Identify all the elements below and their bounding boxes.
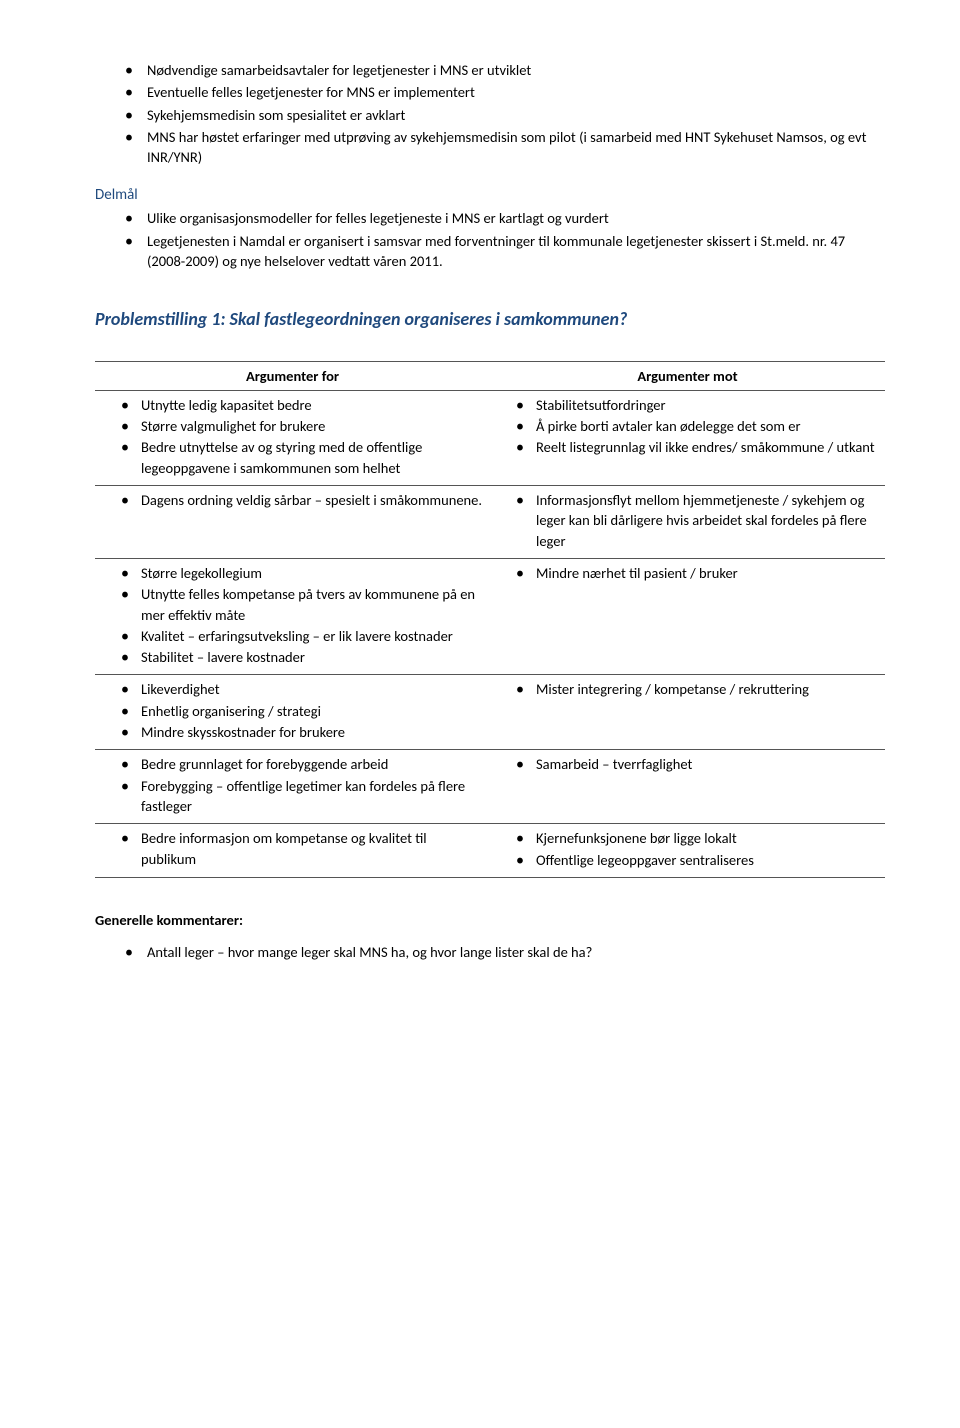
cell-mot: StabilitetsutfordringerÅ pirke borti avt… xyxy=(490,390,885,485)
cell-mot: Mindre nærhet til pasient / bruker xyxy=(490,558,885,674)
top-bullet-list: Nødvendige samarbeidsavtaler for legetje… xyxy=(95,60,885,167)
cell-for: Større legekollegiumUtnytte felles kompe… xyxy=(95,558,490,674)
list-item: Kvalitet – erfaringsutveksling – er lik … xyxy=(121,626,484,646)
list-item: Nødvendige samarbeidsavtaler for legetje… xyxy=(125,60,885,80)
list-item: MNS har høstet erfaringer med utprøving … xyxy=(125,127,885,168)
list-item: Bedre utnyttelse av og styring med de of… xyxy=(121,437,484,478)
table-row: Utnytte ledig kapasitet bedreStørre valg… xyxy=(95,390,885,485)
generelle-bullet-list: Antall leger – hvor mange leger skal MNS… xyxy=(95,942,885,962)
table-row: Større legekollegiumUtnytte felles kompe… xyxy=(95,558,885,674)
list-item: Stabilitetsutfordringer xyxy=(516,395,879,415)
list-item: Stabilitet – lavere kostnader xyxy=(121,647,484,667)
generelle-label: Generelle kommentarer: xyxy=(95,910,885,930)
table-row: Bedre informasjon om kompetanse og kvali… xyxy=(95,824,885,878)
list-item: Ulike organisasjonsmodeller for felles l… xyxy=(125,208,885,228)
list-item: Eventuelle felles legetjenester for MNS … xyxy=(125,82,885,102)
list-item: Likeverdighet xyxy=(121,679,484,699)
table-header-for: Argumenter for xyxy=(95,361,490,390)
delmal-bullet-list: Ulike organisasjonsmodeller for felles l… xyxy=(95,208,885,271)
table-header-mot: Argumenter mot xyxy=(490,361,885,390)
list-item: Reelt listegrunnlag vil ikke endres/ små… xyxy=(516,437,879,457)
problem-heading: Problemstilling 1: Skal fastlegeordninge… xyxy=(95,307,885,332)
cell-for: Utnytte ledig kapasitet bedreStørre valg… xyxy=(95,390,490,485)
list-item: Forebygging – offentlige legetimer kan f… xyxy=(121,776,484,817)
list-item: Enhetlig organisering / strategi xyxy=(121,701,484,721)
cell-for: Dagens ordning veldig sårbar – spesielt … xyxy=(95,486,490,559)
cell-mot: Mister integrering / kompetanse / rekrut… xyxy=(490,675,885,750)
cell-for: Bedre grunnlaget for forebyggende arbeid… xyxy=(95,750,490,824)
cell-mot: Informasjonsflyt mellom hjemmetjeneste /… xyxy=(490,486,885,559)
cell-for: LikeverdighetEnhetlig organisering / str… xyxy=(95,675,490,750)
list-item: Legetjenesten i Namdal er organisert i s… xyxy=(125,231,885,272)
list-item: Mindre skysskostnader for brukere xyxy=(121,722,484,742)
list-item: Større valgmulighet for brukere xyxy=(121,416,484,436)
list-item: Informasjonsflyt mellom hjemmetjeneste /… xyxy=(516,490,879,551)
cell-mot: Kjernefunksjonene bør ligge lokaltOffent… xyxy=(490,824,885,878)
list-item: Kjernefunksjonene bør ligge lokalt xyxy=(516,828,879,848)
cell-for: Bedre informasjon om kompetanse og kvali… xyxy=(95,824,490,878)
list-item: Større legekollegium xyxy=(121,563,484,583)
list-item: Mindre nærhet til pasient / bruker xyxy=(516,563,879,583)
list-item: Dagens ordning veldig sårbar – spesielt … xyxy=(121,490,484,510)
arguments-table: Argumenter for Argumenter mot Utnytte le… xyxy=(95,361,885,878)
delmal-label: Delmål xyxy=(95,185,885,206)
list-item: Utnytte ledig kapasitet bedre xyxy=(121,395,484,415)
list-item: Antall leger – hvor mange leger skal MNS… xyxy=(125,942,885,962)
cell-mot: Samarbeid – tverrfaglighet xyxy=(490,750,885,824)
table-row: Bedre grunnlaget for forebyggende arbeid… xyxy=(95,750,885,824)
list-item: Mister integrering / kompetanse / rekrut… xyxy=(516,679,879,699)
list-item: Sykehjemsmedisin som spesialitet er avkl… xyxy=(125,105,885,125)
list-item: Utnytte felles kompetanse på tvers av ko… xyxy=(121,584,484,625)
list-item: Bedre informasjon om kompetanse og kvali… xyxy=(121,828,484,869)
list-item: Samarbeid – tverrfaglighet xyxy=(516,754,879,774)
list-item: Offentlige legeoppgaver sentraliseres xyxy=(516,850,879,870)
list-item: Å pirke borti avtaler kan ødelegge det s… xyxy=(516,416,879,436)
list-item: Bedre grunnlaget for forebyggende arbeid xyxy=(121,754,484,774)
table-row: Dagens ordning veldig sårbar – spesielt … xyxy=(95,486,885,559)
table-row: LikeverdighetEnhetlig organisering / str… xyxy=(95,675,885,750)
